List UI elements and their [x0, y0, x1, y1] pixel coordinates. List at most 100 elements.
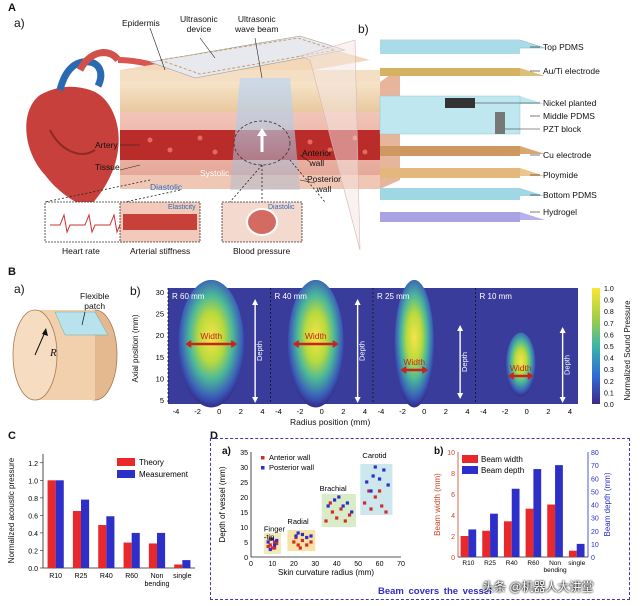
c-legend-label: Measurement — [139, 470, 189, 479]
heatmap-xtick: -2 — [297, 407, 304, 416]
width-arrowhead — [292, 340, 299, 348]
db-bar-width — [547, 504, 556, 557]
d-scatter-point — [270, 537, 275, 541]
depth-label: Depth — [460, 352, 469, 372]
d-scatter-point — [296, 531, 300, 535]
colorbar-tick: 0.4 — [604, 356, 614, 363]
db-bar-depth — [490, 513, 498, 557]
d-scatter-point — [347, 513, 352, 517]
depth-label: Depth — [563, 355, 572, 375]
c-ytick: 1.0 — [28, 478, 38, 485]
d-legend-label: Posterior wall — [269, 463, 314, 472]
panel-c-letter: C — [8, 430, 16, 442]
d-scatter-point — [298, 546, 302, 550]
d-scatter-point — [294, 534, 298, 538]
panel-b-sub-a: a) — [14, 282, 25, 296]
layer-hydrogel: Hydrogel — [543, 207, 578, 217]
db-xtick: R60 — [527, 560, 539, 567]
d-scatter-point — [371, 474, 375, 478]
colorbar-tick: 0.3 — [604, 367, 614, 374]
db-ytick-left: 0 — [451, 555, 455, 562]
colorbar — [592, 288, 600, 404]
d-scatter-point — [373, 465, 377, 469]
heatmap-xtick: 0 — [320, 407, 324, 416]
panel-c-chart: 0.0 0.2 0.4 0.6 0.8 1.0 1.2 R10 R25 R40 R60 Nonbend… — [28, 454, 195, 588]
d-scatter-point — [380, 504, 384, 508]
c-xtick: bending — [145, 581, 170, 588]
c-bar — [47, 480, 56, 568]
d-scatter-point — [326, 504, 330, 508]
heatmap-ytick: 25 — [156, 310, 164, 319]
d-group-label: -tip — [264, 533, 274, 542]
ecg-trace — [50, 213, 121, 234]
c-ytick: 0.4 — [28, 531, 38, 538]
heatmap-xtick: -2 — [399, 407, 406, 416]
heatmap-area: R 60 mm Width Depth -4 -2 0 2 4 R 40 mm Width Dept… — [156, 280, 614, 416]
label-epidermis: Epidermis — [122, 18, 160, 28]
db-bar-width — [568, 550, 577, 557]
heatmap-ylabel-wrap: Axial position (mm) — [128, 296, 142, 406]
d-scatter-point — [266, 544, 270, 549]
c-ytick: 0.8 — [28, 496, 38, 503]
d-scatter-point — [335, 516, 339, 520]
d-legend-swatch — [261, 466, 265, 470]
heatmap-xtick: 0 — [217, 407, 221, 416]
inset-label-blood-pressure: Blood pressure — [233, 246, 291, 256]
panel-a-sub-a: a) — [14, 16, 25, 30]
layer-ploymide: Ploymide — [543, 170, 578, 180]
heatmap-xtick: 0 — [422, 407, 426, 416]
d-scatter-point — [386, 483, 390, 487]
panel-d-frame — [210, 438, 630, 600]
colorbar-tick: 0.5 — [604, 344, 614, 351]
layer-au-ti: Au/Ti electrode — [543, 66, 600, 76]
heatmap-xtick: 2 — [444, 407, 448, 416]
d-group-region — [263, 533, 281, 554]
d-scatter-point — [341, 504, 345, 508]
d-scatter-point — [272, 543, 277, 547]
d-ytick: 25 — [240, 480, 248, 487]
d-scatter-point — [300, 538, 305, 543]
width-arrowhead — [422, 366, 429, 374]
db-ytick-right: 30 — [591, 516, 599, 523]
c-bar — [55, 480, 64, 568]
panel-a-illustration — [26, 27, 546, 251]
db-ytick-left: 2 — [451, 534, 455, 541]
heatmap-xtick: -4 — [480, 407, 487, 416]
c-bar — [81, 499, 90, 568]
width-arrowhead — [332, 340, 339, 348]
depth-label: Depth — [358, 341, 367, 361]
width-arrowhead — [231, 340, 238, 348]
width-label: Width — [403, 357, 425, 367]
heatmap-xtick: 2 — [239, 407, 243, 416]
d-xtick: 50 — [354, 561, 362, 568]
c-ytick: 0.2 — [28, 548, 38, 555]
depth-arrowhead — [252, 397, 259, 403]
d-scatter-point — [369, 507, 373, 511]
d-group-label: Finger — [264, 525, 286, 534]
d-xtick: 40 — [333, 561, 341, 568]
panel-a-sub-b: b) — [358, 22, 369, 36]
width-label: Width — [200, 331, 222, 341]
db-ytick-left: 6 — [451, 492, 455, 499]
d-scatter-point — [292, 540, 296, 544]
heatmap-xtick: 0 — [525, 407, 529, 416]
db-ytick-right: 0 — [591, 555, 595, 562]
c-bar — [157, 532, 166, 568]
colorbar-tick: 0.7 — [604, 321, 614, 328]
panel-d-scatter: 0 5 10 15 20 25 30 35 0 10 20 30 40 50 60 70 Skin curvat… — [218, 450, 405, 577]
d-scatter-point — [343, 519, 347, 523]
depth-arrowhead — [354, 397, 361, 403]
layer-middle-pdms: Middle PDMS — [543, 111, 595, 121]
c-xtick: Non — [151, 573, 164, 580]
db-ytick-right: 70 — [591, 463, 599, 470]
db-bar-width — [460, 536, 469, 557]
db-bar-width — [525, 508, 534, 557]
inset-heart-rate-box — [44, 201, 126, 243]
d-group-label: Radial — [287, 517, 309, 526]
colorbar-tick: 0.0 — [604, 402, 614, 409]
heatmap-ytick: 15 — [156, 353, 164, 362]
heatmap-xtick: 4 — [260, 407, 264, 416]
db-legend-label: Beam width — [481, 455, 523, 464]
d-xlabel: Skin curvature radius (mm) — [278, 568, 374, 577]
heatmap-xtick: 4 — [465, 407, 469, 416]
